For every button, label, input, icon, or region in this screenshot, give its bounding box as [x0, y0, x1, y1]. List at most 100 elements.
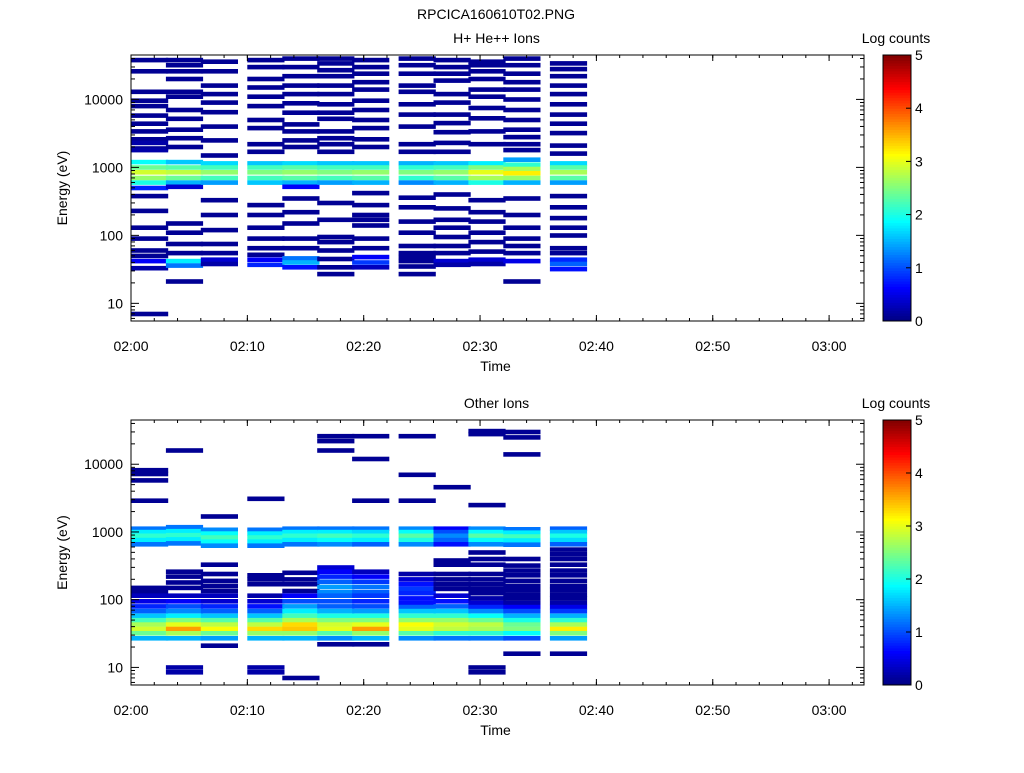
- heatmap-cell: [131, 140, 169, 146]
- x-tick-label: 02:10: [230, 702, 265, 718]
- colorbar-step: [883, 573, 911, 577]
- heatmap-cell: [503, 530, 541, 535]
- colorbar-step: [883, 425, 911, 429]
- heatmap-cell: [503, 117, 541, 123]
- heatmap-cell: [282, 73, 320, 79]
- colorbar-step: [883, 496, 911, 500]
- heatmap-cell: [282, 622, 320, 627]
- heatmap-cell: [398, 254, 436, 260]
- colorbar-step: [883, 137, 911, 141]
- x-tick-label: 03:00: [812, 338, 847, 354]
- heatmap-cell: [317, 626, 355, 632]
- heatmap-cell: [352, 599, 390, 604]
- heatmap-cell: [352, 626, 390, 632]
- colorbar-step: [883, 283, 911, 287]
- colorbar-step: [883, 124, 911, 128]
- colorbar-step: [883, 605, 911, 609]
- colorbar-step: [883, 177, 911, 181]
- heatmap-cell: [200, 227, 238, 233]
- x-tick-label: 02:10: [230, 338, 265, 354]
- heatmap-cell: [247, 117, 285, 123]
- heatmap-cell: [433, 581, 471, 587]
- heatmap-cell: [352, 165, 390, 170]
- heatmap-cell: [165, 593, 204, 598]
- colorbar-step: [883, 645, 911, 649]
- heatmap-cell: [282, 529, 320, 535]
- heatmap-cell: [352, 137, 390, 142]
- heatmap-cell: [200, 539, 238, 544]
- heatmap-cell: [200, 180, 238, 185]
- heatmap-cell: [165, 626, 204, 632]
- heatmap-cell: [200, 83, 238, 88]
- heatmap-cell: [549, 573, 588, 578]
- heatmap-cell: [352, 631, 390, 636]
- heatmap-cell: [398, 219, 436, 224]
- heatmap-cell: [165, 528, 204, 534]
- heatmap-cell: [352, 593, 390, 598]
- heatmap-cell: [317, 170, 355, 175]
- heatmap-cell: [433, 529, 471, 535]
- heatmap-cell: [398, 165, 436, 170]
- heatmap-cell: [398, 124, 436, 129]
- colorbar-step: [883, 209, 911, 213]
- y-tick-label: 10000: [84, 91, 123, 107]
- colorbar-step: [883, 586, 911, 591]
- heatmap-cell: [317, 149, 355, 155]
- colorbar-step: [883, 663, 911, 667]
- heatmap-cell: [282, 221, 320, 226]
- heatmap-cell: [433, 262, 471, 268]
- heatmap-cell: [433, 586, 471, 592]
- heatmap-cell: [165, 636, 204, 641]
- heatmap-cell: [433, 71, 471, 76]
- heatmap-cell: [317, 102, 355, 107]
- heatmap-cell: [131, 57, 169, 63]
- heatmap-cell: [468, 76, 506, 82]
- heatmap-cell: [549, 562, 588, 567]
- colorbar-step: [883, 76, 911, 80]
- heatmap-cell: [317, 248, 355, 253]
- x-tick-label: 02:30: [463, 702, 498, 718]
- colorbar-step: [883, 278, 911, 282]
- heatmap-cell: [503, 568, 541, 573]
- heatmap-cell: [468, 59, 506, 64]
- colorbar-step: [883, 169, 911, 173]
- heatmap-cell: [398, 243, 436, 249]
- heatmap-cell: [468, 62, 506, 68]
- heatmap-cell: [317, 579, 355, 584]
- colorbar-step: [883, 180, 911, 184]
- heatmap-cell: [200, 69, 238, 74]
- heatmap-cell: [503, 134, 541, 140]
- heatmap-cell: [317, 175, 355, 181]
- heatmap-cell: [549, 215, 588, 221]
- heatmap-cell: [317, 256, 355, 262]
- heatmap-cell: [200, 100, 238, 105]
- colorbar-label: Log counts: [862, 30, 931, 46]
- colorbar-step: [883, 430, 911, 434]
- heatmap-cell: [433, 571, 471, 577]
- colorbar-tick-label: 3: [915, 518, 923, 534]
- heatmap-cell: [433, 636, 471, 641]
- heatmap-cell: [398, 102, 436, 107]
- colorbar-step: [883, 592, 911, 596]
- heatmap-cell: [503, 157, 541, 162]
- colorbar-step: [883, 89, 911, 93]
- heatmap-cell: [131, 253, 169, 259]
- heatmap-cell: [165, 165, 204, 170]
- heatmap-cell: [317, 529, 355, 535]
- heatmap-cell: [165, 175, 204, 181]
- heatmap-cell: [468, 197, 506, 203]
- heatmap-cell: [200, 59, 238, 64]
- heatmap-cell: [352, 642, 390, 647]
- colorbar-step: [883, 259, 911, 263]
- colorbar-tick-label: 5: [915, 412, 923, 428]
- colorbar-step: [883, 568, 911, 572]
- colorbar-step: [883, 449, 911, 453]
- heatmap-cell: [131, 113, 169, 118]
- heatmap-cell: [131, 248, 169, 253]
- heatmap-cell: [352, 170, 390, 175]
- colorbar-step: [883, 629, 911, 633]
- heatmap-cell: [131, 631, 169, 636]
- heatmap-cell: [433, 613, 471, 619]
- heatmap-cell: [433, 170, 471, 175]
- colorbar-step: [883, 219, 911, 224]
